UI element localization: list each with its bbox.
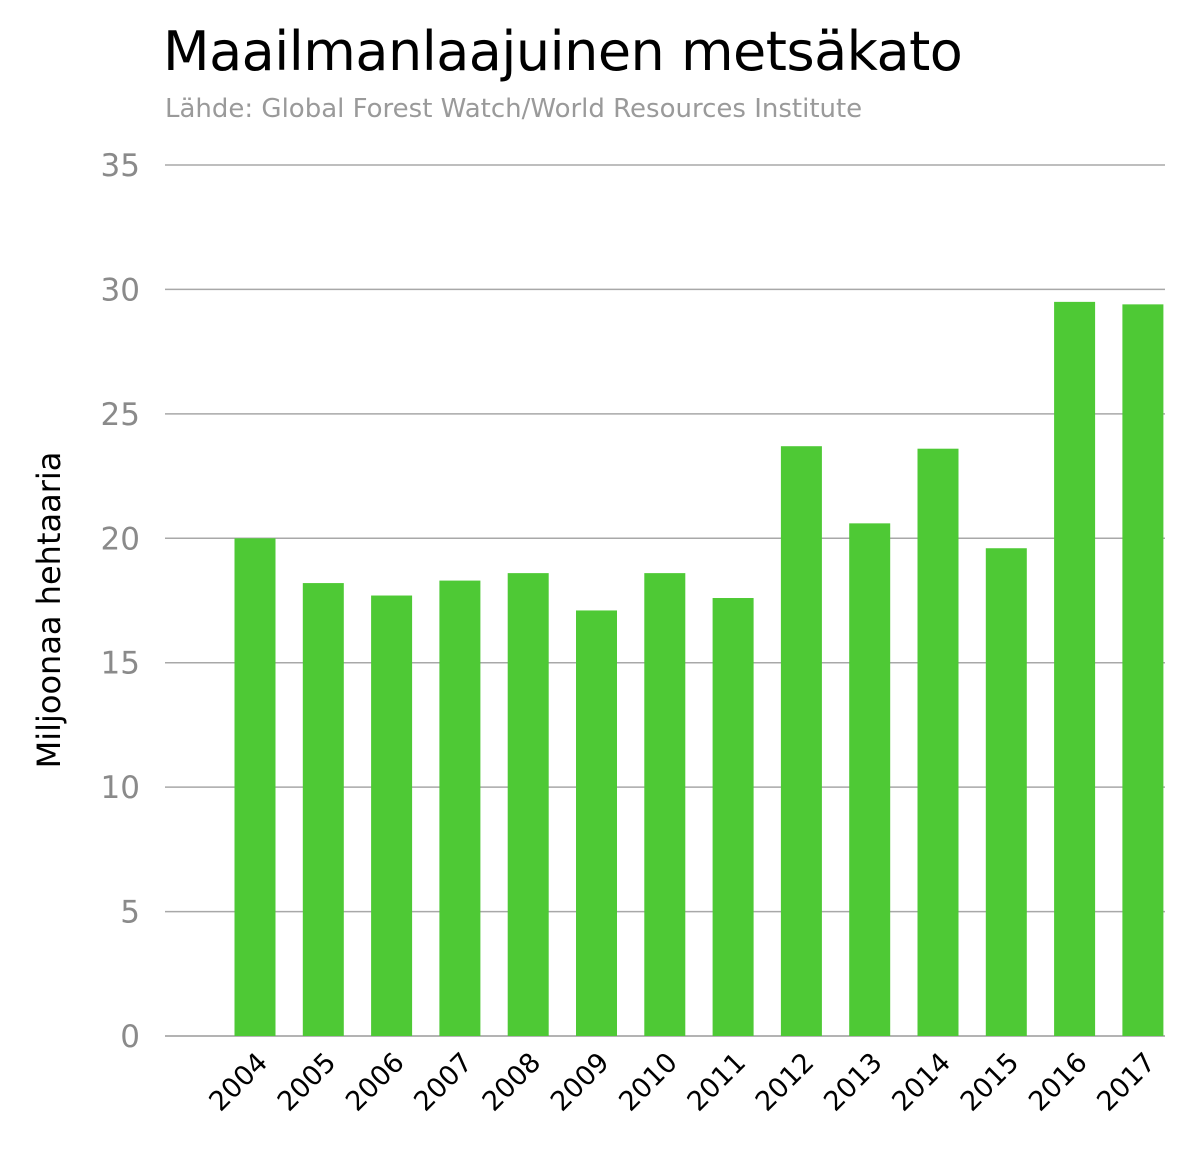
y-tick-label: 5 (120, 895, 140, 931)
x-tick-label: 2017 (1091, 1047, 1162, 1118)
x-tick-label: 2011 (682, 1047, 753, 1118)
bar (712, 598, 754, 1036)
y-tick-labels: 0 5 10 15 20 25 30 35 (101, 148, 140, 1055)
bar (917, 448, 959, 1036)
x-tick-label: 2009 (545, 1047, 616, 1118)
bar (849, 523, 891, 1036)
x-tick-label: 2008 (477, 1047, 548, 1118)
x-tick-label: 2005 (272, 1047, 343, 1118)
y-tick-label: 0 (120, 1019, 140, 1055)
bar (439, 580, 481, 1036)
chart-title: Maailmanlaajuinen metsäkato (163, 20, 963, 83)
chart-subtitle: Lähde: Global Forest Watch/World Resourc… (165, 94, 863, 124)
bar (576, 610, 617, 1036)
x-tick-label: 2004 (203, 1047, 274, 1118)
bar (780, 446, 822, 1036)
x-tick-label: 2010 (613, 1047, 684, 1118)
y-tick-label: 25 (101, 397, 140, 433)
bar (302, 583, 344, 1036)
y-tick-label: 20 (101, 521, 140, 557)
bars (234, 301, 1164, 1036)
bar (507, 573, 549, 1036)
bar (371, 595, 413, 1036)
bar (234, 538, 276, 1036)
x-tick-label: 2014 (886, 1047, 957, 1118)
bar (1054, 301, 1096, 1036)
x-tick-label: 2007 (408, 1047, 479, 1118)
x-tick-labels: 2004200520062007200820092010201120122013… (203, 1047, 1161, 1118)
x-tick-label: 2013 (818, 1047, 889, 1118)
x-tick-label: 2015 (955, 1047, 1026, 1118)
y-tick-label: 30 (101, 272, 140, 308)
bar (1122, 304, 1164, 1036)
x-tick-label: 2016 (1023, 1047, 1094, 1118)
bar (644, 573, 686, 1036)
bar (985, 548, 1027, 1036)
x-tick-label: 2012 (750, 1047, 821, 1118)
y-tick-label: 15 (101, 646, 140, 682)
y-tick-label: 10 (101, 770, 140, 806)
x-tick-label: 2006 (340, 1047, 411, 1118)
y-tick-label: 35 (101, 148, 140, 184)
